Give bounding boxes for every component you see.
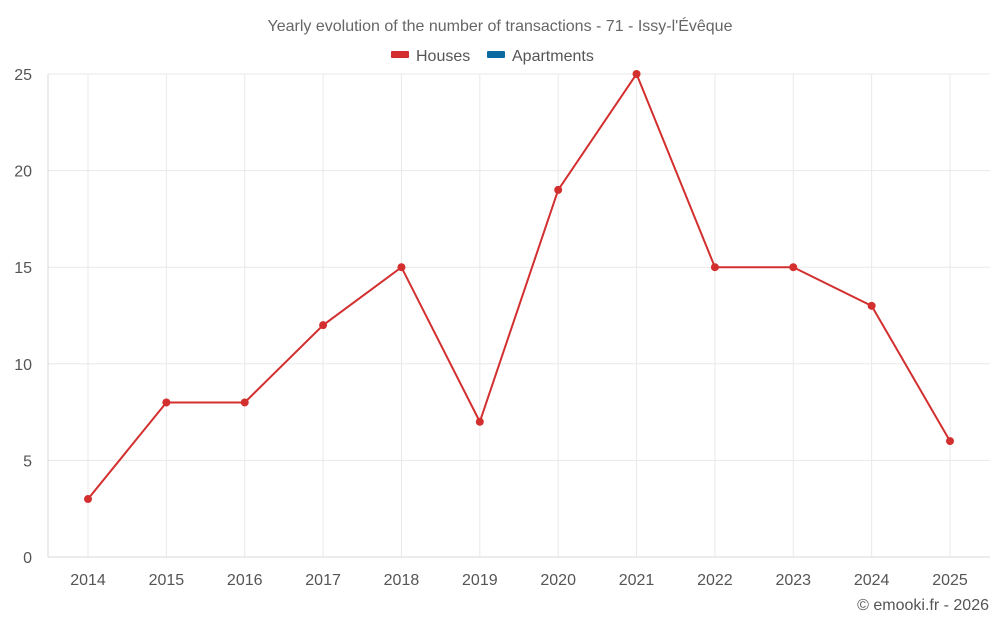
series-layer (84, 70, 954, 504)
legend-apartments-label[interactable]: Apartments (512, 48, 594, 65)
data-point[interactable] (240, 398, 249, 407)
series-line-houses[interactable] (87, 71, 951, 500)
legend-houses-swatch[interactable] (391, 51, 409, 58)
data-point[interactable] (554, 185, 563, 194)
x-tick-label: 2019 (462, 572, 498, 589)
x-tick-label: 2017 (305, 572, 341, 589)
x-tick-label: 2015 (149, 572, 185, 589)
legend-houses-label[interactable]: Houses (416, 48, 470, 65)
data-point[interactable] (946, 437, 954, 446)
data-point[interactable] (397, 263, 406, 272)
y-tick-label: 10 (14, 357, 32, 374)
data-point[interactable] (475, 417, 484, 426)
data-point[interactable] (867, 301, 876, 310)
x-tick-label: 2018 (384, 572, 420, 589)
data-point[interactable] (710, 263, 719, 272)
y-tick-label: 0 (23, 550, 32, 567)
data-point[interactable] (632, 70, 641, 78)
data-point[interactable] (84, 495, 92, 504)
x-tick-label: 2024 (854, 572, 890, 589)
x-tick-label: 2025 (932, 572, 968, 589)
x-tick-label: 2021 (619, 572, 655, 589)
data-point[interactable] (789, 263, 798, 272)
data-point[interactable] (319, 321, 328, 330)
legend-apartments-swatch[interactable] (487, 51, 505, 58)
x-tick-label: 2022 (697, 572, 733, 589)
x-tick-label: 2014 (70, 572, 106, 589)
data-point[interactable] (162, 398, 171, 407)
y-tick-label: 25 (14, 67, 32, 84)
y-tick-label: 5 (23, 453, 32, 470)
chart-credit: © emooki.fr - 2026 (857, 597, 989, 614)
legend: Houses Apartments (391, 48, 594, 65)
grid (48, 73, 990, 558)
x-tick-label: 2016 (227, 572, 263, 589)
x-tick-label: 2023 (775, 572, 811, 589)
y-tick-label: 15 (14, 260, 32, 277)
x-tick-label: 2020 (540, 572, 576, 589)
chart-title: Yearly evolution of the number of transa… (268, 16, 733, 35)
y-tick-label: 20 (14, 164, 32, 181)
